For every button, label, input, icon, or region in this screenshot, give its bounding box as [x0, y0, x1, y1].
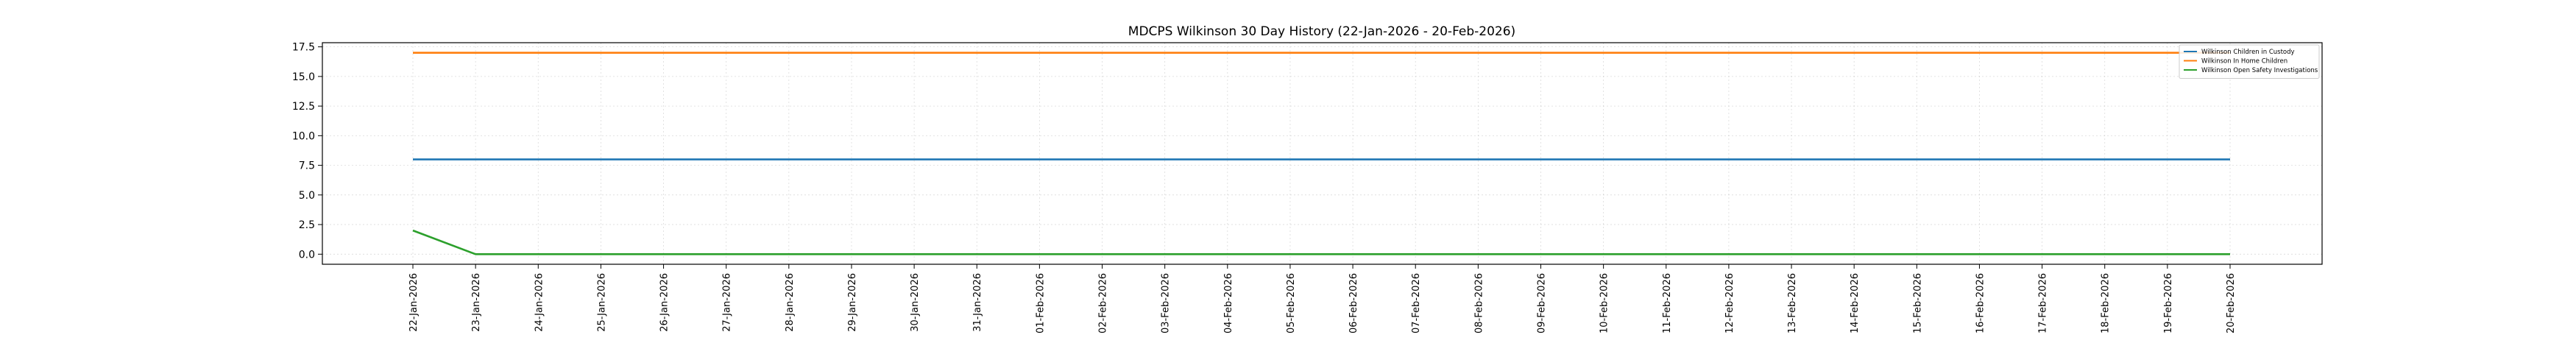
x-tick-label: 08-Feb-2026 [1473, 273, 1485, 333]
x-tick-label: 18-Feb-2026 [2101, 273, 2112, 333]
series-lines [412, 52, 2230, 255]
x-tick-label: 11-Feb-2026 [1662, 273, 1673, 333]
x-tick-label: 06-Feb-2026 [1348, 273, 1359, 333]
x-tick-label: 26-Jan-2026 [659, 273, 670, 332]
series-line [412, 229, 2230, 255]
x-tick-label: 22-Jan-2026 [408, 273, 420, 332]
x-tick-label: 24-Jan-2026 [534, 273, 545, 332]
legend-box [2179, 44, 2320, 79]
x-tick-label: 01-Feb-2026 [1035, 273, 1046, 333]
x-tick-label: 17-Feb-2026 [2038, 273, 2049, 333]
y-tick-label: 5.0 [299, 190, 315, 202]
x-tick-label: 15-Feb-2026 [1912, 273, 1923, 333]
x-tick-label: 09-Feb-2026 [1536, 273, 1547, 333]
y-tick-label: 17.5 [292, 42, 315, 54]
x-tick-label: 16-Feb-2026 [1975, 273, 1986, 333]
x-tick-label: 03-Feb-2026 [1161, 273, 1172, 333]
chart-title: MDCPS Wilkinson 30 Day History (22-Jan-2… [1128, 24, 1515, 39]
y-tick-label: 7.5 [299, 160, 315, 172]
x-tick-label: 27-Jan-2026 [722, 273, 733, 332]
x-tick-label: 20-Feb-2026 [2226, 273, 2237, 333]
x-tick-label: 13-Feb-2026 [1787, 273, 1798, 333]
x-tick-label: 30-Jan-2026 [910, 273, 921, 332]
x-tick-label: 04-Feb-2026 [1223, 273, 1234, 333]
y-tick-label: 12.5 [292, 101, 315, 113]
y-tick-label: 10.0 [292, 130, 315, 142]
legend-label: Wilkinson In Home Children [2201, 58, 2287, 66]
x-tick-label: 31-Jan-2026 [972, 273, 983, 332]
legend-label: Wilkinson Children in Custody [2201, 49, 2295, 56]
grid-lines [322, 43, 2322, 264]
x-tick-label: 12-Feb-2026 [1724, 273, 1735, 333]
x-tick-label: 02-Feb-2026 [1098, 273, 1109, 333]
x-tick-label: 14-Feb-2026 [1850, 273, 1861, 333]
legend-label: Wilkinson Open Safety Investigations [2201, 67, 2318, 74]
x-tick-label: 25-Jan-2026 [596, 273, 607, 332]
x-tick-label: 28-Jan-2026 [785, 273, 796, 332]
y-tick-label: 2.5 [299, 219, 315, 231]
x-tick-label: 10-Feb-2026 [1599, 273, 1610, 333]
x-tick-label: 07-Feb-2026 [1411, 273, 1422, 333]
x-tick-label: 05-Feb-2026 [1286, 273, 1297, 333]
axes: 0.0 2.5 5.0 7.5 10.0 12.5 15.0 17.5 22-Jan-2026 2… [292, 42, 2323, 333]
y-tick-label: 15.0 [292, 71, 315, 83]
legend: Wilkinson Children in Custody Wilkinson I… [2179, 44, 2320, 79]
y-tick-label: 0.0 [299, 249, 315, 261]
plot-frame [322, 42, 2323, 265]
x-tick-label: 29-Jan-2026 [847, 273, 858, 332]
x-tick-label: 19-Feb-2026 [2163, 273, 2174, 333]
x-tick-label: 23-Jan-2026 [471, 273, 482, 332]
